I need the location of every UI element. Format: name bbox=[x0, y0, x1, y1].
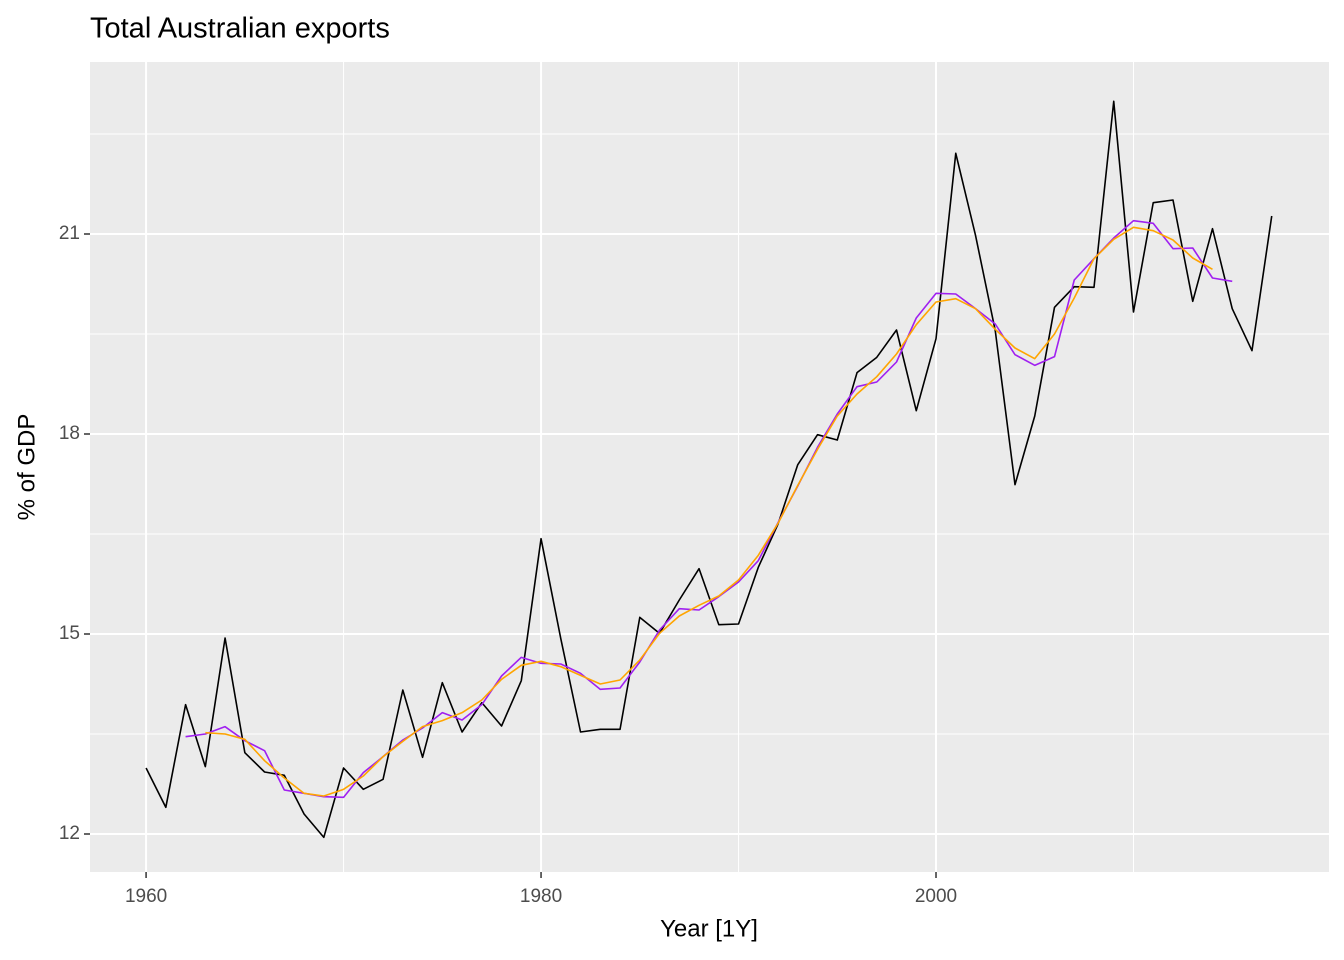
chart-title: Total Australian exports bbox=[90, 13, 390, 45]
y-tick-label: 21 bbox=[59, 223, 80, 244]
series-line bbox=[205, 226, 1213, 797]
x-tick-label: 1960 bbox=[125, 886, 167, 907]
y-tick-label: 12 bbox=[59, 823, 80, 844]
x-tick-label: 1980 bbox=[520, 886, 562, 907]
x-axis-title: Year [1Y] bbox=[660, 915, 758, 942]
series-line bbox=[145, 100, 1273, 839]
y-tick-label: 15 bbox=[59, 623, 80, 644]
y-tick-label: 18 bbox=[59, 423, 80, 444]
y-axis-title: % of GDP bbox=[13, 414, 40, 521]
x-tick-label: 2000 bbox=[915, 886, 957, 907]
series-line bbox=[185, 219, 1233, 799]
plot-panel bbox=[90, 62, 1329, 872]
